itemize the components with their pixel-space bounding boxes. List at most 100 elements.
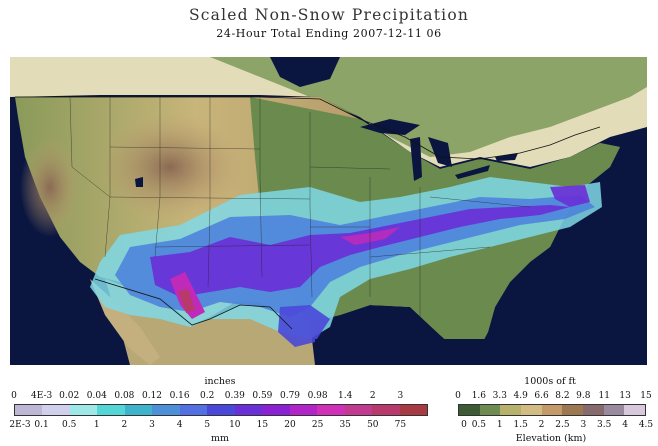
precip-top-tick-label: 0.39 (224, 391, 245, 401)
map-subtitle: 24-Hour Total Ending 2007-12-11 06 (216, 27, 442, 40)
elev-top-tick-label: 13 (619, 391, 631, 401)
precip-color-swatch (234, 405, 263, 415)
elev-color-swatch (521, 405, 542, 415)
precip-bottom-tick-label: 3 (149, 420, 155, 430)
precip-bottom-tick-label: 20 (284, 420, 296, 430)
elev-top-tick-label: 0 (455, 391, 461, 401)
precip-color-swatch (42, 405, 70, 415)
elev-bottom-tick-label: 3 (580, 420, 587, 430)
lake-huron (428, 137, 452, 167)
precip-top-tick-label: 0.16 (169, 391, 190, 401)
lake-michigan (410, 137, 422, 181)
lake-erie (455, 165, 490, 179)
elev-legend-top-unit: 1000s of ft (524, 376, 576, 387)
elev-bottom-tick-label: 0 (461, 420, 467, 430)
elev-color-swatch (562, 405, 584, 415)
great-salt-lake (135, 177, 143, 187)
precip-top-tick-label: 0.08 (114, 391, 135, 401)
precip-color-swatch (207, 405, 235, 415)
elev-color-swatch (624, 405, 646, 415)
precip-color-swatch (15, 405, 43, 415)
elev-bottom-tick-label: 1 (496, 420, 503, 430)
elev-color-swatch (500, 405, 522, 415)
us-canada-border (15, 96, 601, 160)
lake-superior (360, 119, 420, 135)
elev-color-swatch (459, 405, 480, 415)
elev-bottom-tick-label: 0.5 (471, 420, 487, 430)
precip-bottom-tick-label: 75 (394, 420, 407, 430)
canada-terrain (50, 57, 647, 157)
sierra (20, 137, 80, 237)
precip-color-swatch (69, 405, 98, 415)
precip-bottom-tick-label: 0.1 (34, 420, 49, 430)
elev-top-tick-label: 11 (598, 391, 610, 401)
elev-top-tick-label: 8.2 (555, 391, 570, 401)
precip-color-swatch (344, 405, 373, 415)
elev-bottom-tick-label: 3.5 (597, 420, 612, 430)
lake-ontario (495, 153, 518, 161)
precip-top-tick-label: 0.02 (59, 391, 80, 401)
precip-top-tick-label: 4E-3 (30, 391, 53, 401)
precip-bottom-tick-label: 2E-3 (9, 420, 31, 430)
precip-bottom-tick-label: 35 (339, 420, 351, 430)
elev-color-swatch (479, 405, 501, 415)
precipitation-map (10, 57, 647, 365)
elev-bottom-tick-label: 1.5 (513, 420, 528, 430)
elev-colorbar (458, 404, 646, 416)
precip-top-tick-label: 0.04 (86, 391, 107, 401)
precip-bottom-tick-label: 4 (176, 420, 183, 430)
state-lines (69, 96, 531, 317)
precip-color-swatch (317, 405, 345, 415)
elev-bottom-tick-label: 4.5 (638, 420, 654, 430)
nodata-atlantic (555, 262, 647, 365)
precip-color-swatch (289, 405, 318, 415)
precip-ne (550, 185, 590, 207)
elev-color-swatch (583, 405, 604, 415)
precip-bottom-tick-label: 10 (229, 420, 241, 430)
precip-gulf-coast (278, 305, 330, 347)
elev-top-tick-label: 3.3 (492, 391, 507, 401)
precip-bottom-tick-label: 0.5 (62, 420, 77, 430)
us-mexico-border (94, 278, 293, 330)
elev-top-tick-label: 15 (640, 391, 652, 401)
precip-bottom-tick-label: 1 (93, 420, 100, 430)
elev-top-tick-label: 9.8 (576, 391, 591, 401)
precip-bottom-tick-label: 5 (204, 420, 211, 430)
precip-color-swatch (179, 405, 208, 415)
precip-legend-top-unit: inches (204, 376, 236, 387)
elev-color-swatch (541, 405, 563, 415)
precip-bottom-tick-label: 25 (311, 420, 324, 430)
elev-bottom-tick-label: 4 (622, 420, 628, 430)
precip-color-swatch (262, 405, 290, 415)
hudson-bay (270, 57, 340, 87)
precip-color-swatch (372, 405, 400, 415)
elev-bottom-tick-label: 2 (538, 420, 545, 430)
precip-top-tick-label: 0.79 (279, 391, 301, 401)
nodata-gulf (315, 339, 495, 365)
precip-top-tick-label: 0.2 (200, 391, 215, 401)
elev-top-tick-label: 6.6 (534, 391, 549, 401)
precip-color-swatch (97, 405, 125, 415)
elev-bottom-tick-label: 2.5 (555, 420, 570, 430)
precip-top-tick-label: 0 (11, 391, 17, 401)
elev-color-swatch (603, 405, 625, 415)
precip-bottom-tick-label: 15 (256, 420, 269, 430)
map-title: Scaled Non-Snow Precipitation (188, 6, 470, 24)
precip-bottom-tick-label: 50 (367, 420, 379, 430)
precip-top-tick-label: 0.12 (141, 391, 163, 401)
precip-top-tick-label: 2 (369, 391, 376, 401)
precip-top-tick-label: 0.59 (252, 391, 273, 401)
precip-heavy (150, 205, 570, 297)
precip-top-tick-label: 1.4 (338, 391, 353, 401)
rocky-mountains (95, 112, 245, 222)
precip-legend-bottom-unit: mm (210, 433, 230, 444)
precip-color-swatch (124, 405, 153, 415)
precip-color-swatch (152, 405, 180, 415)
elev-legend-bottom-unit: Elevation (km) (515, 433, 587, 444)
precip-bottom-tick-label: 2 (121, 420, 128, 430)
precip-colorbar (14, 404, 428, 416)
elev-top-tick-label: 1.6 (471, 391, 487, 401)
precip-top-tick-label: 0.98 (307, 391, 328, 401)
precip-top-tick-label: 3 (397, 391, 404, 401)
precip-color-swatch (399, 405, 428, 415)
